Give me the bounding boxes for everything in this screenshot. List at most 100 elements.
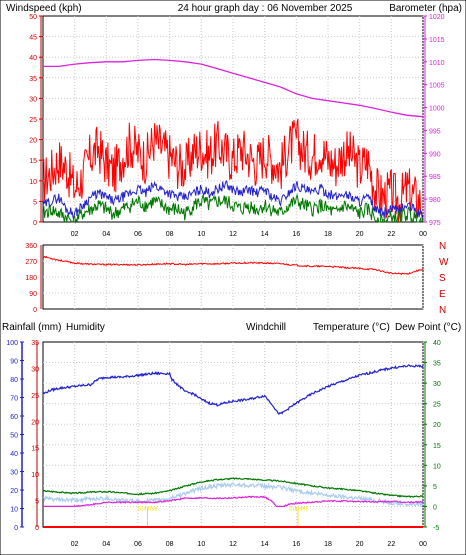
humidity-tick-label: 0 [14, 525, 18, 532]
wind-direction-line [42, 255, 424, 276]
humidity-tick-label: 50 [10, 433, 18, 440]
series-humidity [42, 364, 424, 416]
series-temp [42, 477, 424, 498]
baro-tick-label: 1010 [429, 60, 445, 67]
direction-tick-label: 270 [25, 259, 37, 266]
sunrise-marker-label: Sunrise [137, 507, 158, 513]
temp-tick-label: 5 [433, 484, 437, 491]
wind-x-tick-label: 14 [261, 231, 269, 238]
wind-x-tick-label: 08 [166, 231, 174, 238]
temp-x-tick-label: 00 [419, 541, 427, 548]
temp-x-tick-label: 16 [292, 541, 300, 548]
wind-tick-label: 10 [29, 179, 37, 186]
temp-x-tick-label: 12 [229, 541, 237, 548]
humidity-axis-label: Humidity [66, 322, 105, 333]
wind-x-tick-label: 02 [71, 231, 79, 238]
wind-tick-label: 35 [29, 76, 37, 83]
humidity-tick-label: 40 [10, 451, 18, 458]
direction-tick-label: 0 [33, 307, 37, 314]
wind-x-tick-label: 04 [102, 231, 110, 238]
wind-tick-label: 25 [29, 117, 37, 124]
rainfall-axis-label: Rainfall (mm) [2, 322, 61, 333]
humidity-tick-label: 30 [10, 470, 18, 477]
humidity-tick-label: 80 [10, 377, 18, 384]
baro-tick-label: 1000 [429, 106, 445, 113]
temp-tick-label: 40 [433, 340, 441, 347]
temp-tick-label: 15 [433, 443, 441, 450]
wind-x-tick-label: 06 [134, 231, 142, 238]
wind-tick-label: 15 [29, 158, 37, 165]
humidity-tick-label: 100 [6, 340, 18, 347]
temp-tick-label: 20 [433, 422, 441, 429]
baro-tick-label: 990 [429, 151, 441, 158]
series-gust_avg [42, 180, 424, 223]
humidity-tick-label: 10 [10, 507, 18, 514]
direction-tick-label: 360 [25, 243, 37, 250]
compass-letter: E [439, 289, 446, 300]
temp-tick-label: 10 [433, 463, 441, 470]
temp-x-tick-label: 02 [71, 541, 79, 548]
compass-letter: S [439, 273, 446, 284]
barometer-line [43, 58, 424, 118]
direction-tick-label: 180 [25, 275, 37, 282]
wind-x-tick-label: 10 [197, 231, 205, 238]
direction-tick-label: 90 [29, 291, 37, 298]
temp-x-tick-label: 18 [324, 541, 332, 548]
chart-layer: 0510152025303540455097598098599099510001… [6, 14, 449, 548]
temperature-axis-label: Temperature (°C) [313, 322, 390, 333]
baro-tick-label: 1015 [429, 37, 445, 44]
wind-tick-label: 5 [33, 199, 37, 206]
wind-x-tick-label: 22 [387, 231, 395, 238]
series-dewpoint [43, 495, 424, 508]
baro-tick-label: 995 [429, 128, 441, 135]
temp-tick-label: 35 [433, 361, 441, 368]
rain-tick-label: 15 [31, 446, 39, 453]
humidity-tick-label: 90 [10, 359, 18, 366]
humidity-tick-label: 70 [10, 396, 18, 403]
humidity-tick-label: 60 [10, 414, 18, 421]
wind-tick-label: 45 [29, 35, 37, 42]
baro-tick-label: 980 [429, 197, 441, 204]
rain-tick-label: 20 [31, 419, 39, 426]
rain-tick-label: 35 [31, 340, 39, 347]
wind-tick-label: 20 [29, 138, 37, 145]
wind-tick-label: 40 [29, 55, 37, 62]
wind-tick-label: 50 [29, 14, 37, 21]
wind-tick-label: 30 [29, 96, 37, 103]
temp-x-tick-label: 04 [102, 541, 110, 548]
temp-tick-label: 0 [433, 504, 437, 511]
series-wind_low [42, 193, 424, 224]
dew-point-label: Dew Point (°C) [395, 322, 461, 333]
wind-x-tick-label: 00 [419, 231, 427, 238]
temp-x-tick-label: 22 [387, 541, 395, 548]
baro-tick-label: 975 [429, 220, 441, 227]
rain-tick-label: 30 [31, 366, 39, 373]
windchill-label: Windchill [246, 322, 286, 333]
temp-x-tick-label: 08 [166, 541, 174, 548]
wind-x-tick-label: 16 [292, 231, 300, 238]
temp-x-tick-label: 10 [197, 541, 205, 548]
wind-x-tick-label: 18 [324, 231, 332, 238]
baro-tick-label: 985 [429, 174, 441, 181]
temp-tick-label: -5 [433, 525, 439, 532]
temp-tick-label: 25 [433, 402, 441, 409]
wind-tick-label: 0 [33, 220, 37, 227]
barometer-axis-label: Barometer (hpa) [389, 3, 462, 14]
series-windchill [42, 481, 424, 508]
humidity-tick-label: 20 [10, 488, 18, 495]
series-wind [42, 118, 424, 222]
wind-x-tick-label: 20 [356, 231, 364, 238]
temp-x-tick-label: 06 [134, 541, 142, 548]
baro-tick-label: 1020 [429, 14, 445, 21]
rain-tick-label: 10 [31, 472, 39, 479]
temp-tick-label: 30 [433, 381, 441, 388]
sunset-marker-label: Sunset [289, 507, 308, 513]
windspeed-axis-label: Windspeed (kph) [6, 3, 82, 14]
temp-x-tick-label: 20 [356, 541, 364, 548]
rain-tick-label: 0 [35, 525, 39, 532]
compass-letter: N [439, 241, 446, 252]
baro-tick-label: 1005 [429, 83, 445, 90]
temp-x-tick-label: 14 [261, 541, 269, 548]
compass-letter: N [439, 305, 446, 316]
